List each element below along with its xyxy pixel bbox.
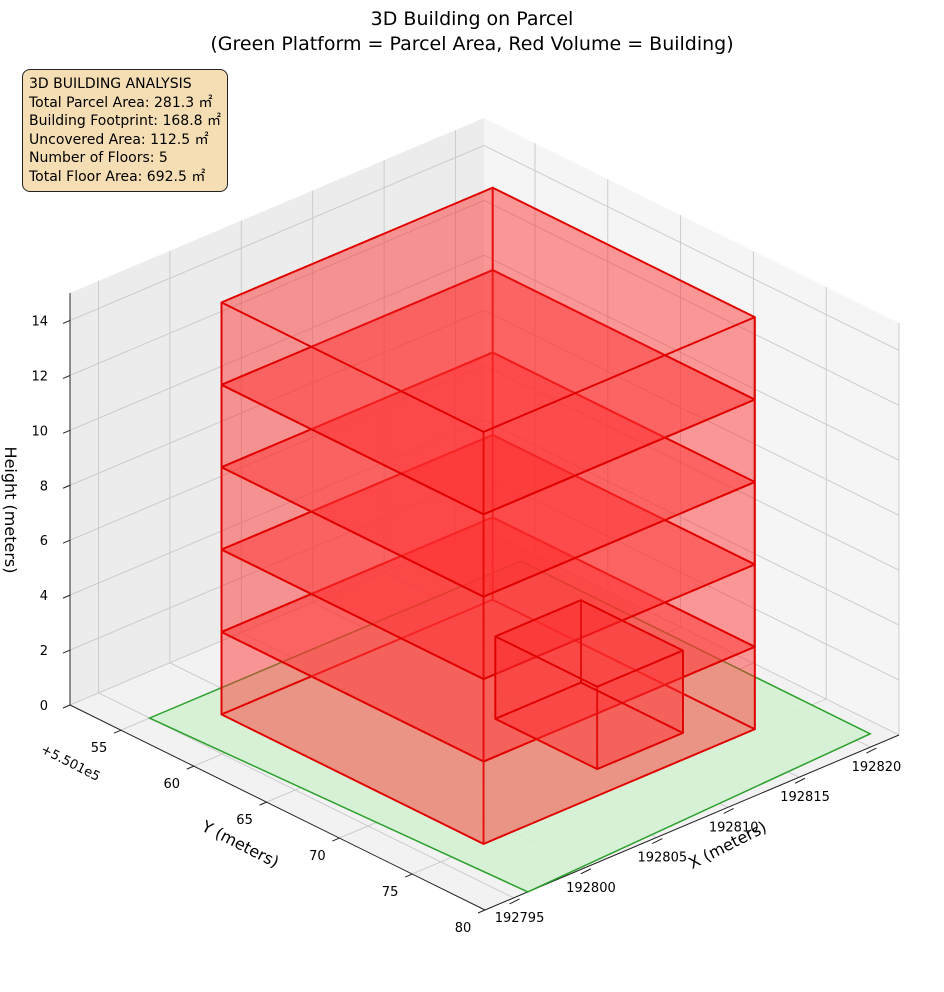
z-gridline: [69, 309, 900, 516]
annex-volume: [494, 681, 684, 770]
x-tick-mark: [652, 838, 663, 845]
x-tick-label: 192795: [495, 911, 545, 926]
axis-lines: [62, 293, 900, 914]
chart-title: 3D Building on Parcel: [371, 8, 574, 30]
z-gridline: [69, 419, 900, 626]
z-gridline: [69, 254, 900, 461]
y-tick-label: 75: [382, 885, 399, 900]
z-tick-label: 0: [40, 699, 48, 714]
info-uncovered-area: Uncovered Area: 112.5 ㎡: [29, 131, 209, 148]
annex-volume: [494, 599, 684, 688]
y-tick-label: 65: [236, 813, 253, 828]
z-tick-label: 2: [40, 644, 48, 659]
z-tick-mark: [62, 704, 71, 709]
z-tick-mark: [62, 649, 71, 654]
z-gridline: [69, 145, 900, 351]
z-tick-label: 14: [31, 314, 48, 329]
y-tick-mark: [186, 765, 194, 770]
chart-subtitle: (Green Platform = Parcel Area, Red Volum…: [210, 33, 733, 55]
x-tick-label: 192805: [637, 851, 687, 866]
z-tick-label: 8: [40, 479, 48, 494]
x-tick-mark: [509, 898, 520, 905]
z-tick-label: 12: [31, 369, 48, 384]
building-layer: [220, 186, 756, 845]
y-tick-mark: [259, 801, 267, 806]
z-tick-label: 10: [31, 424, 48, 439]
z-tick-mark: [62, 594, 71, 599]
z-gridline: [69, 199, 900, 406]
z-tick-mark: [62, 484, 71, 489]
x-tick-mark: [723, 807, 734, 814]
z-tick-mark: [62, 320, 71, 324]
x-tick-mark: [866, 747, 877, 754]
y-tick-mark: [404, 873, 413, 878]
x-axis-line: [484, 734, 900, 911]
z-tick-mark: [62, 539, 71, 544]
y-tick-mark: [332, 837, 340, 842]
x-tick-mark: [580, 868, 592, 875]
floor-5-volume: [220, 269, 756, 516]
z-tick-mark: [62, 374, 71, 379]
z-tick-label: 6: [40, 534, 48, 549]
x-tick-label: 192820: [852, 760, 902, 775]
tick-labels: 1927951928001928051928101928151928205560…: [31, 314, 901, 936]
y-tick-mark: [477, 909, 486, 914]
y-tick-label: 55: [91, 741, 108, 756]
z-tick-mark: [62, 429, 71, 434]
floor-5-volume: [220, 186, 756, 433]
x-tick-label: 192815: [780, 790, 830, 805]
x-tick-label: 192800: [566, 881, 616, 896]
info-number-of-floors: Number of Floors: 5: [29, 150, 168, 166]
info-parcel-area: Total Parcel Area: 281.3 ㎡: [29, 94, 213, 111]
info-box-title: 3D BUILDING ANALYSIS: [29, 76, 192, 92]
z-axis-label: Height (meters): [1, 447, 20, 574]
info-total-floor-area: Total Floor Area: 692.5 ㎡: [29, 168, 206, 185]
info-building-footprint: Building Footprint: 168.8 ㎡: [29, 113, 222, 129]
x-tick-label: 192810: [709, 820, 759, 835]
y-tick-label: 70: [309, 849, 326, 864]
y-tick-mark: [113, 729, 122, 734]
x-tick-mark: [794, 777, 806, 784]
analysis-info-box: 3D BUILDING ANALYSIS Total Parcel Area: …: [22, 69, 228, 192]
z-tick-label: 4: [40, 589, 48, 604]
y-tick-label: 80: [455, 921, 472, 936]
y-tick-label: 60: [163, 777, 180, 792]
z-gridline: [69, 364, 900, 571]
y-axis-line: [69, 704, 486, 911]
